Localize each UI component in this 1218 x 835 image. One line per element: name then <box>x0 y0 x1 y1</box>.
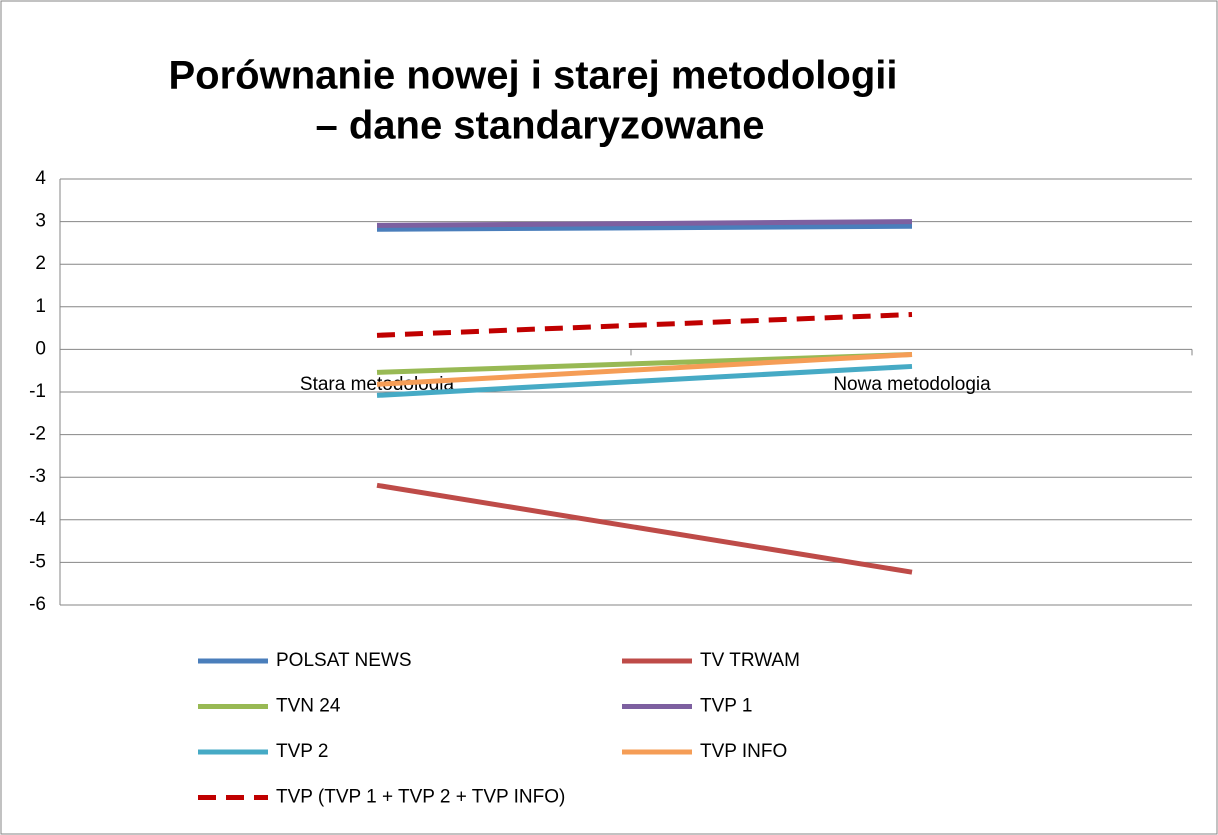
series-line <box>376 311 913 338</box>
y-tick-label: 0 <box>35 338 46 359</box>
y-tick-label: -5 <box>29 551 46 572</box>
y-tick-label: 4 <box>35 168 46 189</box>
legend-label: TVN 24 <box>276 696 341 717</box>
y-tick-label: -4 <box>29 509 46 530</box>
y-tick-label: -3 <box>29 466 46 487</box>
y-tick-label: -2 <box>29 424 46 445</box>
legend-label: POLSAT NEWS <box>276 650 412 671</box>
legend-label: TVP 1 <box>700 696 752 717</box>
y-tick-label: -1 <box>29 381 46 402</box>
series-line <box>376 223 913 232</box>
series-line <box>376 219 913 228</box>
legend-label: TV TRWAM <box>700 650 800 671</box>
chart-title: – dane standaryzowane <box>315 104 764 148</box>
series-line <box>376 363 913 398</box>
series-line <box>376 352 913 387</box>
legend-label: TVP 2 <box>276 741 328 762</box>
y-tick-label: -6 <box>29 594 46 615</box>
legend-label: TVP (TVP 1 + TVP 2 + TVP INFO) <box>276 787 565 808</box>
x-tick-label: Nowa metodologia <box>833 374 991 395</box>
y-tick-label: 2 <box>35 253 46 274</box>
legend-label: TVP INFO <box>700 741 787 762</box>
y-tick-label: 1 <box>35 296 46 317</box>
chart-title: Porównanie nowej i starej metodologii <box>169 54 898 98</box>
y-tick-label: 3 <box>35 211 46 232</box>
series-line <box>376 482 913 575</box>
